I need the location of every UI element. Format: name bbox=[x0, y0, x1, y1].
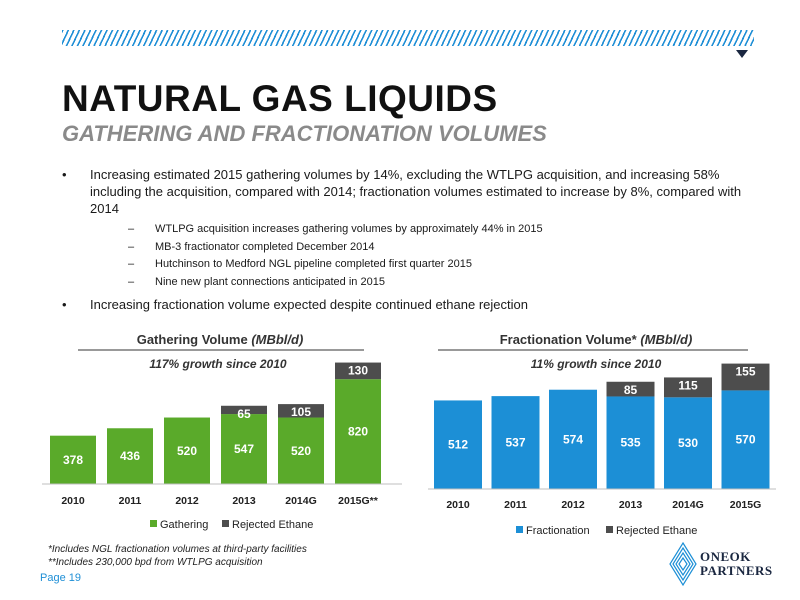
bar-rejected-ethane bbox=[335, 362, 381, 380]
bar-fractionation bbox=[606, 396, 655, 489]
data-label: 530 bbox=[678, 436, 698, 450]
header-hatch-band bbox=[62, 30, 754, 46]
data-label: 520 bbox=[177, 444, 197, 458]
sub-bullet-item: Nine new plant connections anticipated i… bbox=[62, 274, 752, 292]
bar-gathering bbox=[335, 379, 381, 484]
x-tick-label: 2012 bbox=[561, 499, 585, 511]
bar-fractionation bbox=[664, 397, 712, 489]
bar-rejected-ethane bbox=[278, 404, 324, 418]
sub-bullet-item: MB-3 fractionator completed December 201… bbox=[62, 239, 752, 257]
legend-swatch bbox=[222, 520, 229, 527]
legend-label: Rejected Ethane bbox=[232, 519, 313, 531]
bar-gathering bbox=[278, 417, 324, 484]
data-label: 820 bbox=[348, 425, 368, 439]
legend-label: Gathering bbox=[160, 519, 208, 531]
x-tick-label: 2014G bbox=[285, 495, 317, 507]
x-tick-label: 2015G** bbox=[338, 495, 379, 507]
data-label: 130 bbox=[348, 364, 368, 378]
bar-gathering bbox=[164, 417, 210, 484]
x-tick-label: 2011 bbox=[119, 495, 142, 507]
data-label: 85 bbox=[624, 383, 638, 397]
bar-rejected-ethane bbox=[721, 363, 770, 391]
data-label: 65 bbox=[237, 407, 251, 421]
page-number: Page 19 bbox=[40, 572, 81, 584]
bar-fractionation bbox=[721, 390, 770, 489]
data-label: 537 bbox=[505, 436, 525, 450]
x-tick-label: 2011 bbox=[504, 499, 527, 511]
data-label: 155 bbox=[735, 365, 755, 379]
data-label: 378 bbox=[63, 453, 83, 467]
bullet-item: Increasing fractionation volume expected… bbox=[62, 296, 752, 313]
sub-bullet-item: WTLPG acquisition increases gathering vo… bbox=[62, 221, 752, 239]
bar-fractionation bbox=[434, 400, 482, 489]
footnote: **Includes 230,000 bpd from WTLPG acquis… bbox=[48, 557, 263, 568]
logo-line-2: PARTNERS bbox=[700, 563, 773, 578]
legend-swatch bbox=[606, 526, 613, 533]
legend-swatch bbox=[150, 520, 157, 527]
bullet-list: Increasing estimated 2015 gathering volu… bbox=[62, 166, 752, 317]
data-label: 570 bbox=[735, 433, 755, 447]
fractionation-volume-chart: Fractionation Volume* (MBbl/d) 11% growt… bbox=[428, 332, 776, 537]
company-logo-text: ONEOK PARTNERS bbox=[700, 550, 773, 578]
gathering-volume-chart: Gathering Volume (MBbl/d) 117% growth si… bbox=[42, 332, 402, 531]
page-title: NATURAL GAS LIQUIDS bbox=[62, 78, 498, 119]
bar-gathering bbox=[221, 414, 267, 484]
x-tick-label: 2010 bbox=[446, 499, 470, 511]
bar-fractionation bbox=[491, 396, 540, 489]
logo-line-1: ONEOK bbox=[700, 549, 751, 564]
legend-label: Rejected Ethane bbox=[616, 525, 697, 537]
sub-bullet-item: Hutchinson to Medford NGL pipeline compl… bbox=[62, 256, 752, 274]
data-label: 535 bbox=[620, 436, 640, 450]
data-label: 115 bbox=[678, 378, 698, 392]
x-tick-label: 2012 bbox=[175, 495, 199, 507]
data-label: 547 bbox=[234, 442, 254, 456]
data-label: 520 bbox=[291, 444, 311, 458]
triangle-marker-icon bbox=[736, 50, 748, 58]
legend-swatch bbox=[516, 526, 523, 533]
bar-rejected-ethane bbox=[221, 405, 267, 415]
bar-rejected-ethane bbox=[606, 381, 655, 397]
data-label: 105 bbox=[291, 405, 311, 419]
growth-annotation: 117% growth since 2010 bbox=[149, 357, 287, 371]
oneok-logo-icon bbox=[669, 541, 697, 587]
data-label: 574 bbox=[563, 432, 583, 446]
x-tick-label: 2014G bbox=[672, 499, 704, 511]
page-subtitle: GATHERING AND FRACTIONATION VOLUMES bbox=[62, 121, 547, 146]
legend-label: Fractionation bbox=[526, 525, 590, 537]
bar-fractionation bbox=[549, 389, 597, 489]
data-label: 512 bbox=[448, 438, 468, 452]
data-label: 436 bbox=[120, 449, 140, 463]
x-tick-label: 2013 bbox=[232, 495, 256, 507]
growth-annotation: 11% growth since 2010 bbox=[531, 357, 662, 371]
chart-title: Fractionation Volume* (MBbl/d) bbox=[500, 332, 693, 347]
bullet-item: Increasing estimated 2015 gathering volu… bbox=[62, 166, 752, 217]
chart-title: Gathering Volume (MBbl/d) bbox=[137, 332, 304, 347]
bar-rejected-ethane bbox=[664, 377, 712, 398]
x-tick-label: 2013 bbox=[619, 499, 643, 511]
x-tick-label: 2015G bbox=[730, 499, 762, 511]
x-tick-label: 2010 bbox=[61, 495, 85, 507]
bar-gathering bbox=[107, 428, 153, 484]
bar-gathering bbox=[50, 435, 96, 484]
footnote: *Includes NGL fractionation volumes at t… bbox=[48, 544, 307, 555]
